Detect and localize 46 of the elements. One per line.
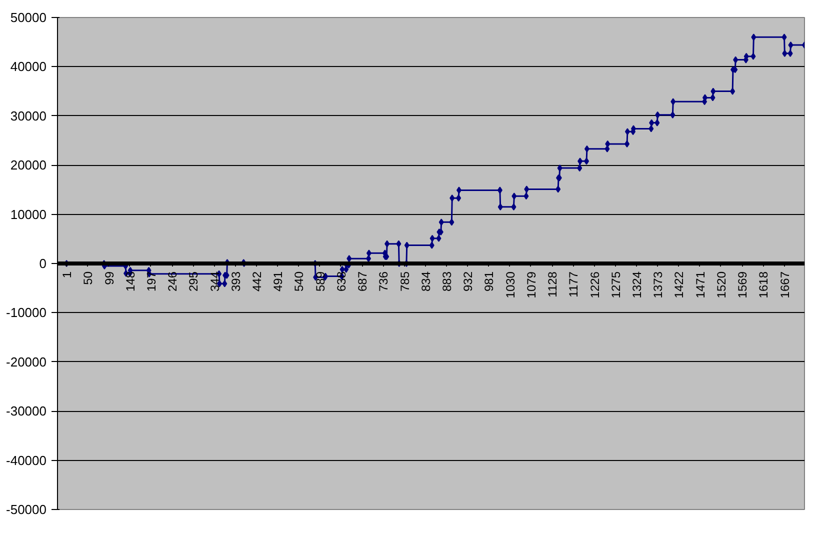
x-tick-label: 1618	[756, 271, 771, 298]
x-tick-label: 785	[398, 271, 412, 292]
x-tick-label: 736	[376, 271, 391, 292]
x-tick-label: 687	[356, 271, 370, 292]
x-tick-label: 1128	[546, 271, 560, 298]
y-tick-label: -10000	[6, 305, 47, 320]
x-tick-label: 148	[123, 271, 138, 292]
x-tick-label: 1079	[524, 271, 538, 298]
y-tick-label: 20000	[10, 158, 47, 173]
x-tick-label: 99	[102, 271, 116, 285]
x-tick-label: 1373	[651, 271, 666, 298]
x-tick-label: 1275	[608, 271, 623, 298]
x-tick-label: 1226	[588, 271, 602, 298]
y-tick-label: -50000	[6, 502, 47, 517]
x-tick-label: 932	[461, 271, 476, 292]
x-tick-label: 491	[271, 271, 286, 292]
x-tick-label: 295	[186, 271, 201, 292]
x-tick-label: 981	[482, 271, 496, 292]
x-tick-label: 638	[334, 271, 348, 292]
x-tick-label: 1030	[503, 271, 518, 298]
x-tick-label: 883	[440, 271, 454, 292]
x-tick-label: 393	[228, 271, 243, 292]
y-tick-label: 40000	[10, 59, 47, 74]
x-tick-label: 540	[292, 271, 306, 292]
x-tick-label: 1324	[630, 271, 644, 298]
y-tick-label: -30000	[6, 404, 47, 419]
x-tick-label: 834	[418, 271, 433, 292]
y-tick-label: 0	[39, 256, 47, 271]
y-tick-label: 30000	[10, 108, 47, 124]
y-tick-label: -40000	[6, 452, 47, 468]
x-tick-label: 589	[313, 271, 328, 292]
x-tick-label: 246	[166, 271, 180, 292]
y-tick-label: 50000	[10, 10, 47, 25]
x-tick-label: 1667	[778, 271, 792, 298]
x-tick-label: 1177	[566, 271, 581, 298]
x-tick-label: 197	[144, 271, 158, 292]
x-tick-label: 1471	[693, 271, 708, 298]
x-tick-label: 1569	[736, 271, 750, 298]
x-tick-label: 344	[208, 271, 222, 292]
x-tick-label: 1422	[672, 271, 686, 298]
y-tick-label: 10000	[10, 206, 47, 222]
x-tick-label: 50	[81, 271, 96, 285]
x-tick-label: 442	[250, 271, 264, 292]
x-tick-label: 1	[60, 271, 74, 278]
y-tick-label: -20000	[6, 354, 47, 370]
x-tick-label: 1520	[714, 271, 728, 298]
